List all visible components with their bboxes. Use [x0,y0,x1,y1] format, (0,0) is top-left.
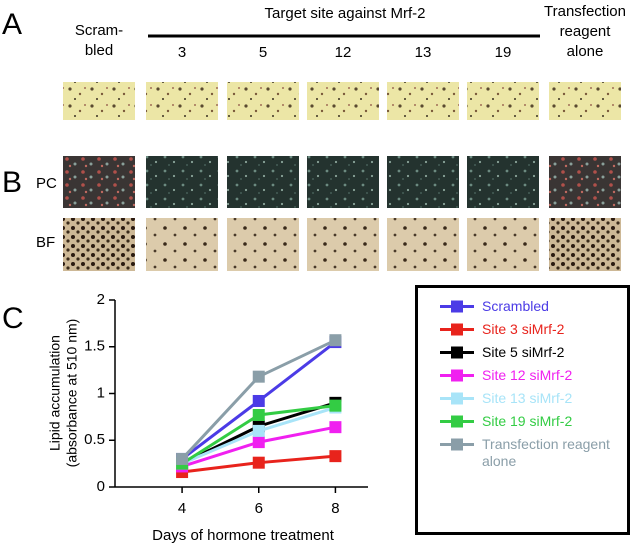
data-point [329,399,342,412]
micrograph [467,156,539,208]
y-tick-label: 1.5 [84,338,105,355]
data-point [329,421,342,434]
legend-swatch [440,415,474,428]
micrograph [63,156,135,208]
y-tick-label: 0.5 [84,431,105,448]
column-label: 12 [335,44,352,61]
panel-label: C [2,302,24,335]
legend-marker [451,323,463,336]
data-point [252,370,265,383]
micrograph [227,82,299,120]
micrograph [307,82,379,120]
legend-swatch [440,392,474,405]
column-label: reagent [560,23,612,40]
legend-swatch [440,369,474,382]
legend-label: Transfection reagent alone [482,436,610,469]
micrograph [63,218,135,271]
panel-label: A [2,8,22,41]
legend-item: Site 12 siMrf-2 [440,367,627,384]
micrograph [387,218,459,271]
legend-marker [451,300,463,313]
micrograph [307,156,379,208]
micrograph [146,156,218,208]
micrograph [549,218,621,271]
micrograph [307,218,379,271]
y-tick-label: 1 [97,384,105,401]
legend-label: Site 13 siMrf-2 [482,390,573,406]
legend: Scrambled Site 3 siMrf-2 Site 5 siMrf-2 Sit… [415,285,630,535]
data-point [176,452,189,465]
legend-marker [451,346,463,359]
column-label: alone [567,43,604,60]
row-label: BF [36,234,55,251]
legend-item: Site 13 siMrf-2 [440,390,627,407]
panel-label: B [2,166,22,199]
column-label: Transfection [544,3,626,20]
column-label: 5 [259,44,267,61]
data-point [329,334,342,347]
legend-item: Site 5 siMrf-2 [440,344,627,361]
legend-label: Site 5 siMrf-2 [482,344,565,360]
micrograph [146,82,218,120]
legend-item: Site 3 siMrf-2 [440,321,627,338]
legend-label: Scrambled [482,298,549,314]
x-tick-label: 4 [178,500,186,517]
legend-label: Site 19 siMrf-2 [482,413,573,429]
micrograph [467,82,539,120]
micrograph [387,156,459,208]
column-label: Scram- [75,22,123,39]
x-tick-label: 6 [255,500,263,517]
legend-label: Site 3 siMrf-2 [482,321,565,337]
data-point [329,450,342,463]
legend-item: Transfection reagent alone [440,436,627,470]
data-point [252,456,265,469]
column-label: bled [85,42,113,59]
x-axis-title: Days of hormone treatment [152,527,335,544]
row-label: PC [36,175,57,192]
micrograph [467,218,539,271]
legend-label: Site 12 siMrf-2 [482,367,573,383]
x-tick-label: 8 [331,500,339,517]
legend-marker [451,415,463,428]
legend-marker [451,369,463,382]
column-group-header: Target site against Mrf-2 [265,5,426,22]
column-label: 3 [178,44,186,61]
legend-swatch [440,438,474,451]
legend-swatch [440,346,474,359]
y-tick-label: 0 [97,478,105,495]
y-tick-label: 2 [97,291,105,308]
legend-swatch [440,323,474,336]
column-label: 13 [415,44,432,61]
micrograph [549,82,621,120]
micrograph [227,218,299,271]
micrograph [63,82,135,120]
legend-item: Site 19 siMrf-2 [440,413,627,430]
legend-marker [451,438,463,451]
column-label: 19 [495,44,512,61]
data-point [252,394,265,407]
y-axis-title: Lipid accumulation [47,335,63,451]
micrograph [549,156,621,208]
data-point [252,409,265,422]
y-axis-title: (absorbance at 510 nm) [64,319,80,468]
data-point [252,424,265,437]
legend-marker [451,392,463,405]
legend-item: Scrambled [440,298,627,315]
micrograph [387,82,459,120]
micrograph [146,218,218,271]
data-point [252,436,265,449]
legend-swatch [440,300,474,313]
micrograph [227,156,299,208]
